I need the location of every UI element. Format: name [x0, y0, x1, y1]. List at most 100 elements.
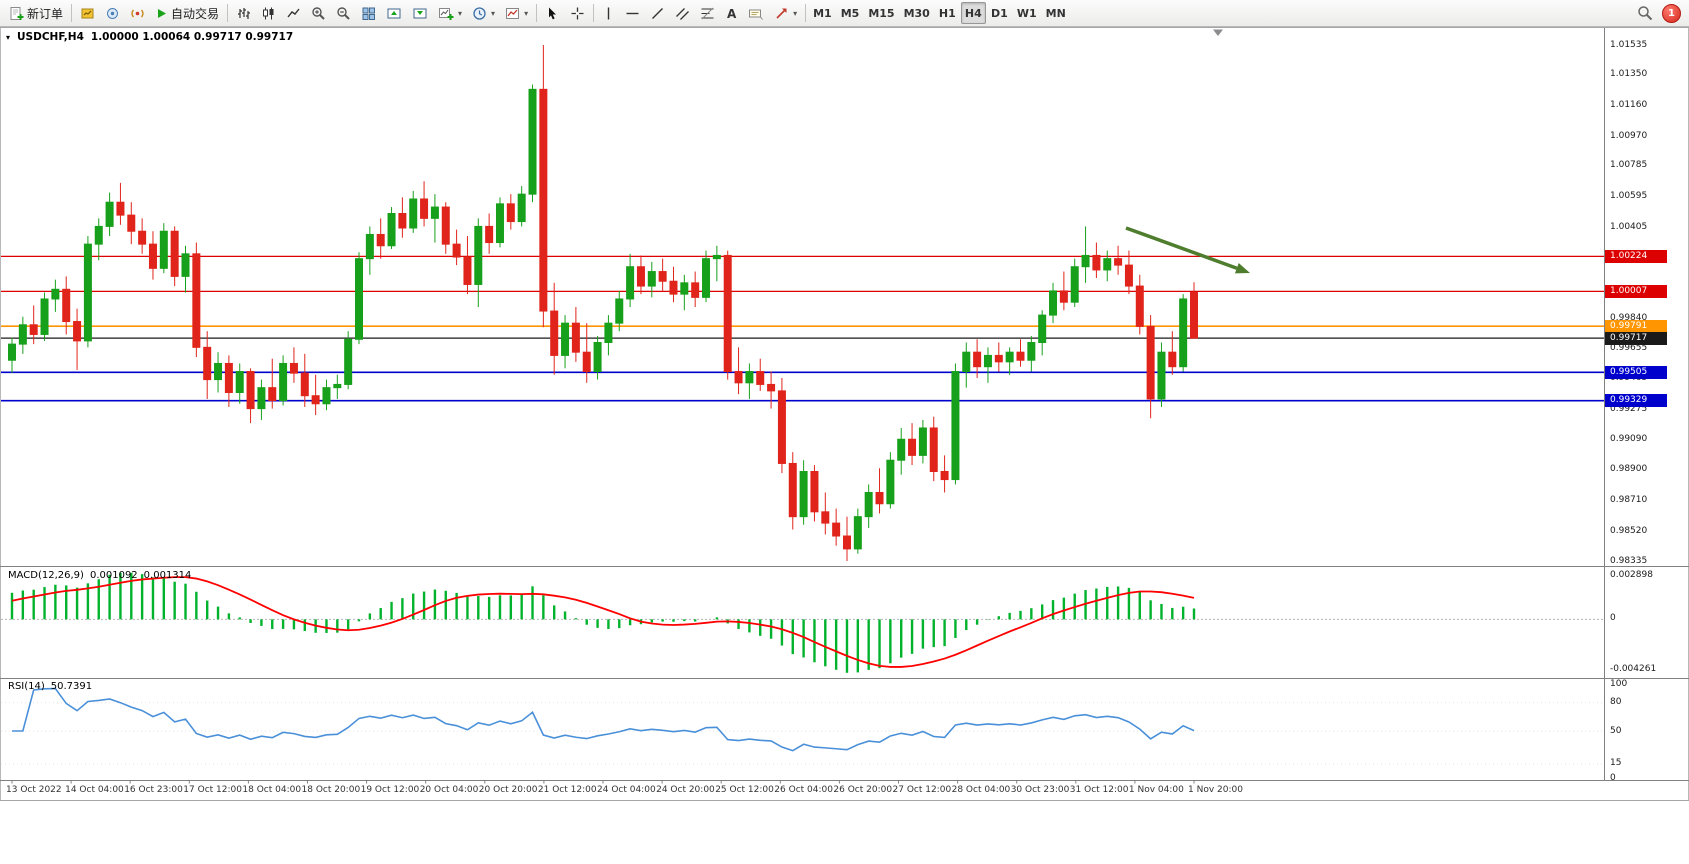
time-tick: 30 Oct 23:00	[1010, 785, 1070, 795]
time-tick: 16 Oct 23:00	[124, 785, 183, 795]
horizontal-line-button[interactable]	[620, 2, 645, 24]
separator	[593, 4, 595, 22]
new-order-icon	[9, 6, 24, 21]
add-indicator-button[interactable]: ▾	[433, 2, 467, 24]
toolbar: 新订单 自动交易	[0, 0, 1689, 27]
time-tick: 27 Oct 12:00	[892, 785, 952, 795]
time-tick: 31 Oct 12:00	[1069, 785, 1129, 795]
time-tick: 20 Oct 20:00	[478, 785, 538, 795]
line-chart-button[interactable]	[281, 2, 306, 24]
timeframe-d1[interactable]: D1	[987, 2, 1012, 24]
market-watch-button[interactable]	[75, 2, 100, 24]
candlestick-chart-button[interactable]	[256, 2, 281, 24]
trendline-icon	[650, 6, 665, 21]
tile-windows-button[interactable]	[356, 2, 381, 24]
macd-value-main: 0.001092	[89, 570, 138, 581]
clock-icon	[472, 6, 487, 21]
separator	[227, 4, 229, 22]
timeframe-w1[interactable]: W1	[1013, 2, 1041, 24]
macd-label: MACD(12,26,9) 0.001092 0.001314	[8, 570, 191, 581]
macd-axis-zero: 0	[1610, 613, 1616, 624]
timeframe-h1[interactable]: H1	[935, 2, 960, 24]
data-window-icon	[105, 6, 120, 21]
search-icon	[1637, 5, 1653, 21]
crosshair-button[interactable]	[565, 2, 590, 24]
timeframe-m15[interactable]: M15	[864, 2, 898, 24]
timeframe-m30[interactable]: M30	[900, 2, 934, 24]
data-window-button[interactable]	[100, 2, 125, 24]
crosshair-icon	[570, 6, 585, 21]
macd-axis-min: -0.004261	[1610, 664, 1657, 674]
price-tick: 0.99090	[1610, 433, 1648, 444]
separator	[805, 4, 807, 22]
chart-symbol-period: USDCHF,H4	[17, 31, 84, 43]
fibonacci-button[interactable]	[695, 2, 720, 24]
new-order-button[interactable]: 新订单	[4, 2, 68, 24]
cursor-icon	[545, 6, 560, 21]
time-tick: 13 Oct 2022	[6, 785, 62, 795]
autotrading-label: 自动交易	[171, 6, 220, 21]
price-tick: 1.00970	[1610, 130, 1648, 141]
market-watch-icon	[80, 6, 95, 21]
notification-badge[interactable]: 1	[1662, 3, 1681, 23]
timeframe-h4[interactable]: H4	[960, 2, 986, 24]
arrow-object-icon	[774, 6, 789, 21]
price-tick: 0.98335	[1610, 555, 1648, 566]
bar-chart-icon	[236, 6, 251, 21]
timeframe-m5[interactable]: M5	[837, 2, 864, 24]
template-button[interactable]: ▾	[500, 2, 533, 24]
channel-button[interactable]	[670, 2, 695, 24]
autotrading-button[interactable]: 自动交易	[150, 2, 224, 24]
text-label-icon	[748, 6, 764, 21]
time-tick: 19 Oct 12:00	[360, 785, 420, 795]
time-tick: 26 Oct 04:00	[774, 785, 833, 795]
rsi-axis-tick: 100	[1610, 678, 1628, 689]
search-button[interactable]	[1632, 2, 1658, 24]
rsi-axis-tick: 0	[1610, 772, 1616, 783]
price-tick: 0.98710	[1610, 495, 1648, 506]
price-tick: 1.01535	[1610, 39, 1648, 50]
line-chart-icon	[286, 6, 301, 21]
text-icon: A	[725, 6, 738, 21]
rsi-axis-tick: 15	[1610, 758, 1622, 769]
collapse-icon[interactable]: ▾	[6, 32, 11, 42]
vertical-line-button[interactable]	[597, 2, 620, 24]
time-tick: 1 Nov 20:00	[1188, 785, 1243, 795]
trendline-button[interactable]	[645, 2, 670, 24]
price-tick: 1.01350	[1610, 69, 1648, 80]
window-down-icon	[412, 6, 428, 21]
window-up-button[interactable]	[381, 2, 407, 24]
arrows-button[interactable]: ▾	[769, 2, 802, 24]
vertical-line-icon	[602, 6, 615, 21]
chevron-down-icon: ▾	[524, 8, 529, 18]
zoom-out-icon	[336, 6, 351, 21]
zoom-in-button[interactable]	[306, 2, 331, 24]
price-tick: 0.98900	[1610, 464, 1648, 475]
time-tick: 14 Oct 04:00	[65, 785, 124, 795]
macd-axis-max: 0.002898	[1610, 570, 1653, 580]
timeframe-m1[interactable]: M1	[809, 2, 836, 24]
timeframe-mn[interactable]: MN	[1042, 2, 1070, 24]
bar-chart-button[interactable]	[231, 2, 256, 24]
chart-title: ▾ USDCHF,H4 1.00000 1.00064 0.99717 0.99…	[6, 31, 293, 43]
rsi-name: RSI(14)	[8, 681, 45, 692]
channel-icon	[675, 6, 690, 21]
cursor-button[interactable]	[540, 2, 565, 24]
rsi-axis-tick: 50	[1610, 725, 1622, 736]
window-down-button[interactable]	[407, 2, 433, 24]
fibonacci-icon	[700, 6, 715, 21]
text-label-button[interactable]	[743, 2, 769, 24]
signal-button[interactable]	[125, 2, 150, 24]
price-badge: 0.99505	[1605, 365, 1667, 379]
period-button[interactable]: ▾	[467, 2, 500, 24]
text-button[interactable]: A	[720, 2, 743, 24]
zoom-out-button[interactable]	[331, 2, 356, 24]
price-tick: 0.99275	[1610, 403, 1648, 414]
chevron-down-icon: ▾	[793, 8, 798, 18]
price-badge: 1.00224	[1605, 249, 1667, 263]
add-indicator-icon	[438, 6, 454, 21]
timeframe-group: M1 M5 M15 M30 H1 H4 D1 W1 MN	[809, 2, 1070, 24]
